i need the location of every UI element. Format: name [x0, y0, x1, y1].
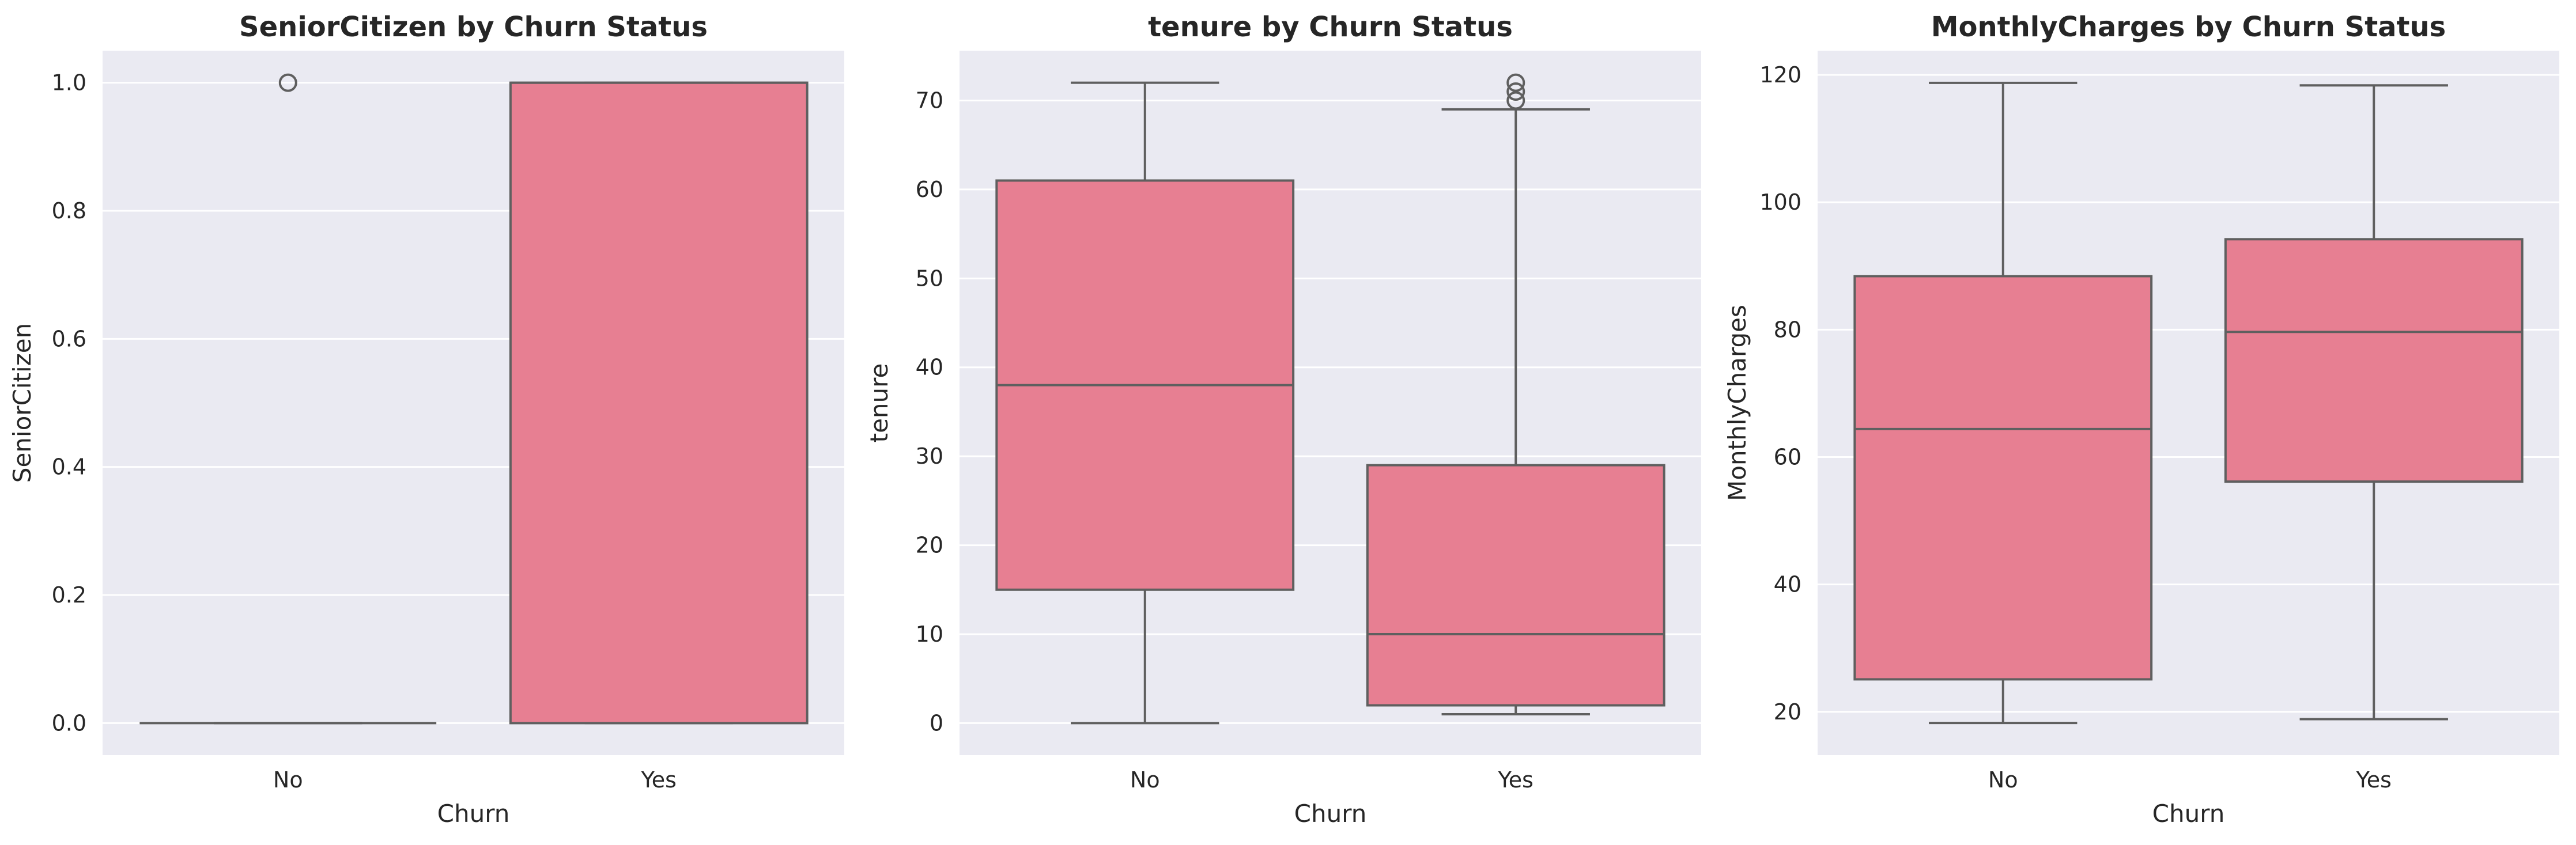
y-axis-label: tenure [865, 363, 893, 443]
y-tick-label: 0.4 [52, 454, 86, 480]
y-tick-label: 70 [916, 88, 943, 113]
y-tick-label: 0.6 [52, 326, 86, 351]
y-tick-label: 60 [916, 177, 943, 202]
y-tick-label: 20 [916, 533, 943, 558]
y-tick-label: 1.0 [52, 70, 86, 96]
y-tick-label: 40 [1774, 572, 1801, 597]
box-no [1853, 81, 2153, 725]
iqr-box [509, 81, 809, 725]
outlier-point [1506, 82, 1525, 101]
y-axis-label: SeniorCitizen [8, 323, 36, 483]
chart-title: SeniorCitizen by Churn Status [239, 11, 708, 43]
y-tick-label: 120 [1759, 62, 1801, 88]
chart-title: tenure by Churn Status [1148, 11, 1513, 43]
y-tick-label: 10 [916, 622, 943, 647]
iqr-box [2224, 238, 2524, 483]
y-tick-label: 0.2 [52, 582, 86, 608]
y-tick-label: 0.0 [52, 710, 86, 736]
chart-title: MonthlyCharges by Churn Status [1931, 11, 2446, 43]
x-tick-label: Yes [2356, 767, 2392, 793]
y-tick-label: 80 [1774, 317, 1801, 342]
outlier-point [278, 73, 297, 92]
x-tick-label: Yes [1498, 767, 1533, 793]
x-axis-label: Churn [1294, 799, 1367, 828]
iqr-box [1366, 464, 1665, 707]
y-tick-label: 50 [916, 266, 943, 291]
x-tick-label: No [1130, 767, 1160, 793]
y-tick-label: 0.8 [52, 198, 86, 223]
x-tick-label: No [1988, 767, 2018, 793]
x-axis-label: Churn [2152, 799, 2225, 828]
y-tick-label: 100 [1759, 190, 1801, 215]
y-tick-label: 20 [1774, 699, 1801, 725]
outlier-point [1506, 91, 1525, 110]
x-tick-label: Yes [641, 767, 677, 793]
box-no [995, 81, 1295, 725]
x-axis-label: Churn [437, 799, 510, 828]
x-tick-label: No [273, 767, 303, 793]
subplot-3: 20 40 60 80 100 120 No Yes MonthlyCharges by Chu… [1723, 11, 2559, 828]
y-tick-label: 0 [930, 710, 943, 736]
y-tick-label: 60 [1774, 444, 1801, 469]
y-axis-label: MonthlyCharges [1723, 305, 1751, 501]
box-yes [1366, 73, 1665, 715]
subplot-1: 0.0 0.2 0.4 0.6 0.8 1.0 No Yes SeniorCitizen by … [8, 11, 844, 828]
outlier-point [1506, 73, 1525, 92]
box-no [139, 73, 437, 725]
subplot-2: 0 10 20 30 40 50 60 70 No Yes tenure by Churn Stat… [865, 11, 1701, 828]
box-yes [2224, 84, 2524, 721]
y-tick-label: 40 [916, 355, 943, 380]
iqr-box [1853, 275, 2153, 681]
box-yes [509, 81, 809, 725]
y-tick-label: 30 [916, 444, 943, 469]
